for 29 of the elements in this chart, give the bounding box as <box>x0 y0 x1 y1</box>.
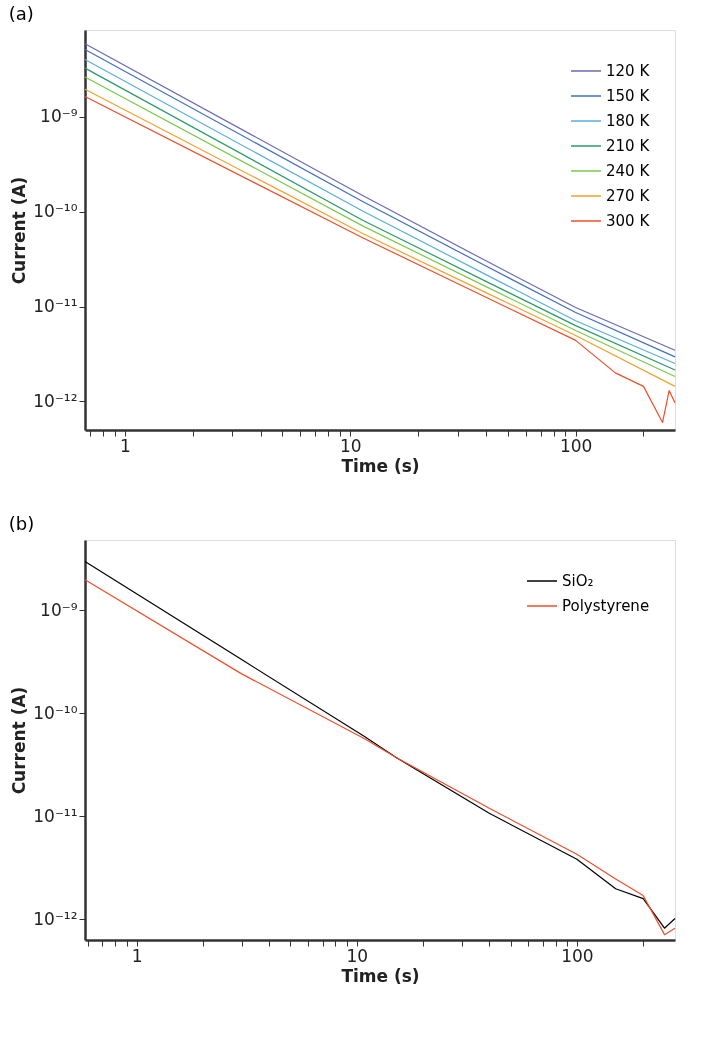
x-axis-title: Time (s) <box>341 965 420 986</box>
legend-label: 120 K <box>606 62 651 80</box>
y-tick-label: 10⁻⁹ <box>40 106 78 127</box>
y-tick-label: 10⁻¹² <box>33 390 78 411</box>
x-axis-title: Time (s) <box>341 455 420 476</box>
y-tick-label: 10⁻¹⁰ <box>33 201 78 222</box>
legend-label: Polystyrene <box>562 597 650 615</box>
legend-label: 270 K <box>606 187 651 205</box>
legend-label: SiO₂ <box>562 572 594 590</box>
legend-label: 210 K <box>606 137 651 155</box>
x-tick-label: 10 <box>346 945 369 966</box>
x-tick-label: 100 <box>561 945 594 966</box>
legend-label: 180 K <box>606 112 651 130</box>
chart-title: (b) <box>8 513 35 534</box>
y-tick-label: 10⁻⁹ <box>40 599 78 620</box>
x-tick-label: 1 <box>131 945 143 966</box>
x-tick-label: 1 <box>120 435 131 456</box>
legend-label: 240 K <box>606 162 651 180</box>
y-tick-label: 10⁻¹² <box>33 908 78 929</box>
y-axis-title: Current (A) <box>9 176 30 285</box>
legend-label: 150 K <box>606 87 651 105</box>
y-tick-label: 10⁻¹¹ <box>33 296 78 317</box>
y-tick-label: 10⁻¹⁰ <box>33 702 78 723</box>
x-tick-label: 100 <box>559 435 593 456</box>
legend-label: 300 K <box>606 212 651 230</box>
x-tick-label: 10 <box>339 435 362 456</box>
chart-title: (a) <box>8 3 34 24</box>
y-tick-label: 10⁻¹¹ <box>33 805 78 826</box>
y-axis-title: Current (A) <box>9 686 30 795</box>
